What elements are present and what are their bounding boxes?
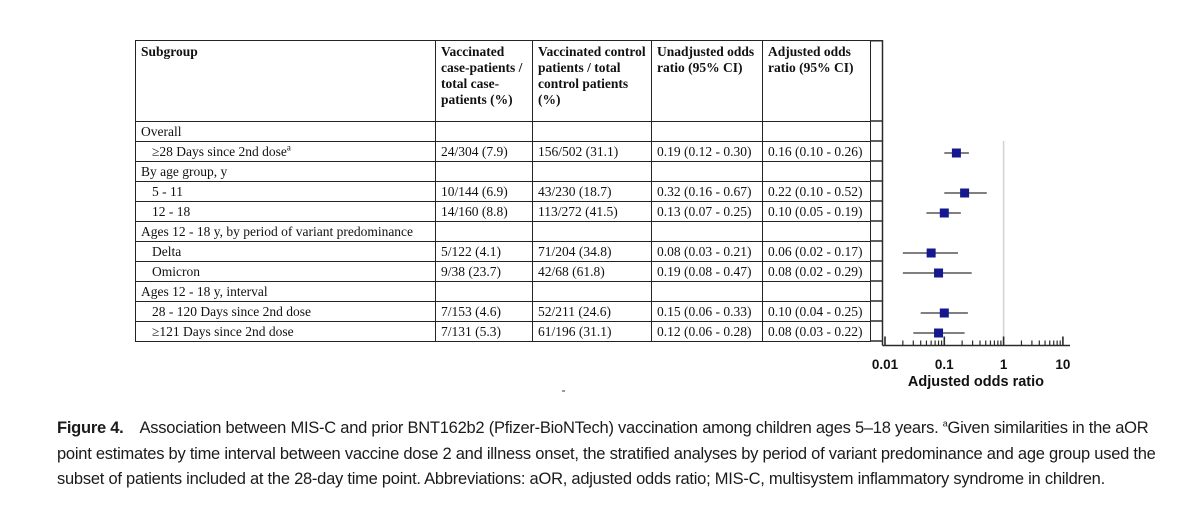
artifact-dot	[562, 390, 565, 392]
table-section-row: By age group, y	[135, 161, 871, 182]
caption-text: Association between MIS-C and prior BNT1…	[139, 419, 943, 437]
x-tick-label: 0.1	[935, 357, 954, 372]
forest-point	[939, 308, 949, 318]
subgroup-table: Subgroup Vaccinated case-patients / tota…	[135, 40, 871, 342]
value-cell: 61/196 (31.1)	[532, 321, 652, 342]
table-row: Delta 5/122 (4.1) 71/204 (34.8) 0.08 (0.03 …	[135, 241, 871, 262]
caption-text-continued: Given similarities in the aOR point esti…	[57, 419, 1156, 488]
value-cell: 0.08 (0.02 - 0.29)	[762, 261, 871, 282]
value-cell: 10/144 (6.9)	[435, 181, 533, 202]
forest-point	[960, 188, 970, 198]
table-header-row: Subgroup Vaccinated case-patients / tota…	[135, 40, 871, 122]
x-tick-label: 10	[1055, 357, 1070, 372]
row-label: ≥28 Days since 2nd dose	[152, 143, 287, 159]
value-cell: 0.22 (0.10 - 0.52)	[762, 181, 871, 202]
subgroup-cell: Overall	[135, 121, 436, 142]
row-label: 5 - 11	[152, 183, 183, 199]
header-subgroup: Subgroup	[135, 40, 436, 122]
table-row: 28 - 120 Days since 2nd dose 7/153 (4.6) 5…	[135, 301, 871, 322]
figure-caption: Figure 4. Association between MIS-C and p…	[57, 416, 1157, 493]
subgroup-cell: ≥121 Days since 2nd dose	[135, 321, 436, 342]
value-cell: 0.12 (0.06 - 0.28)	[651, 321, 763, 342]
subgroup-cell: ≥28 Days since 2nd dosea	[135, 141, 436, 162]
value-cell: 52/211 (24.6)	[532, 301, 652, 322]
footnote-marker: a	[286, 142, 291, 152]
table-row: 5 - 11 10/144 (6.9) 43/230 (18.7) 0.32 (0.1…	[135, 181, 871, 202]
value-cell: 24/304 (7.9)	[435, 141, 533, 162]
x-tick-label: 1	[1000, 357, 1008, 372]
forest-point	[939, 208, 949, 218]
table-row: ≥28 Days since 2nd dosea 24/304 (7.9) 156/…	[135, 141, 871, 162]
forest-point	[934, 328, 944, 338]
value-cell: 7/131 (5.3)	[435, 321, 533, 342]
row-label: Omicron	[152, 263, 200, 279]
header-adjusted-or: Adjusted odds ratio (95% CI)	[762, 40, 871, 122]
value-cell: 0.08 (0.03 - 0.22)	[762, 321, 871, 342]
forest-point	[951, 148, 961, 158]
forest-point	[926, 248, 936, 258]
table-section-row: Ages 12 - 18 y, interval	[135, 281, 871, 302]
value-cell: 43/230 (18.7)	[532, 181, 652, 202]
value-cell: 0.19 (0.08 - 0.47)	[651, 261, 763, 282]
row-label: 28 - 120 Days since 2nd dose	[152, 303, 311, 319]
row-label: 12 - 18	[152, 203, 191, 219]
row-label: Delta	[152, 243, 182, 259]
value-cell: 0.16 (0.10 - 0.26)	[762, 141, 871, 162]
figure-label: Figure 4.	[57, 419, 124, 437]
value-cell: 0.08 (0.03 - 0.21)	[651, 241, 763, 262]
caption-footnote-marker: a	[942, 418, 948, 429]
row-label: ≥121 Days since 2nd dose	[152, 323, 294, 339]
subgroup-cell: By age group, y	[135, 161, 436, 182]
value-cell: 0.10 (0.04 - 0.25)	[762, 301, 871, 322]
forest-point	[934, 268, 944, 278]
table-row: ≥121 Days since 2nd dose 7/131 (5.3) 61/19…	[135, 321, 871, 342]
table-section-row: Overall	[135, 121, 871, 142]
table-row: Omicron 9/38 (23.7) 42/68 (61.8) 0.19 (0.08…	[135, 261, 871, 282]
x-axis-title: Adjusted odds ratio	[908, 374, 1044, 390]
header-vaccinated-case: Vaccinated case-patients / total case-pa…	[435, 40, 533, 122]
x-tick-label: 0.01	[872, 357, 899, 372]
value-cell: 0.19 (0.12 - 0.30)	[651, 141, 763, 162]
